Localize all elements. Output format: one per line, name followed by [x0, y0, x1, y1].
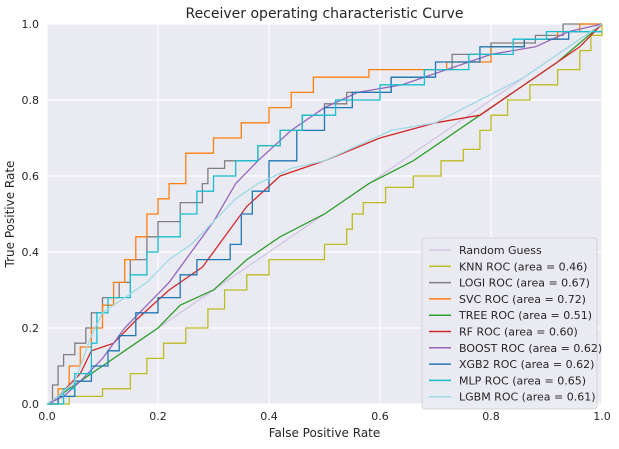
x-tick-label: 0.4	[260, 410, 278, 423]
y-tick-label: 0.8	[22, 94, 40, 107]
series-line-lgbm	[46, 23, 603, 405]
x-tick-label: 0.2	[149, 410, 167, 423]
legend: Random Guess KNN ROC (area = 0.46) LOGI RO…	[421, 237, 602, 410]
y-tick-label: 0.0	[22, 398, 40, 411]
y-tick-label: 0.2	[22, 322, 40, 335]
legend-label: RF ROC (area = 0.60)	[459, 326, 578, 339]
series-line-boost	[46, 23, 603, 405]
legend-label: LOGI ROC (area = 0.67)	[459, 277, 590, 290]
legend-label: LGBM ROC (area = 0.61)	[459, 391, 595, 404]
legend-label: SVC ROC (area = 0.72)	[459, 293, 586, 306]
y-tick-label: 0.6	[22, 170, 40, 183]
y-tick-label: 1.0	[22, 18, 40, 31]
legend-label: XGB2 ROC (area = 0.62)	[459, 358, 594, 371]
legend-label: TREE ROC (area = 0.51)	[458, 309, 592, 322]
legend-box	[421, 237, 598, 410]
series-line-svc	[47, 23, 602, 405]
x-tick-label: 0.0	[38, 410, 56, 423]
legend-label: KNN ROC (area = 0.46)	[459, 260, 587, 273]
x-tick-label: 1.0	[593, 410, 611, 423]
x-tick-label: 0.8	[482, 410, 500, 423]
legend-label: Random Guess	[459, 244, 542, 257]
series-line-mlp	[47, 30, 602, 405]
tick-labels: 0.0 0.2 0.4 0.6 0.8 1.0 0.0 0.2 0.4 0.6 0.8 1.0	[22, 18, 611, 423]
legend-label: MLP ROC (area = 0.65)	[459, 374, 586, 387]
x-axis-label: False Positive Rate	[269, 426, 381, 440]
x-tick-label: 0.6	[371, 410, 389, 423]
series-layer	[46, 23, 603, 405]
y-tick-label: 0.4	[22, 246, 40, 259]
chart-title: Receiver operating characteristic Curve	[185, 6, 463, 22]
y-axis-label: True Positive Rate	[3, 161, 17, 269]
series-line-knn	[47, 24, 603, 405]
legend-label: BOOST ROC (area = 0.62)	[459, 342, 602, 355]
series-line-xgb2	[47, 30, 602, 405]
